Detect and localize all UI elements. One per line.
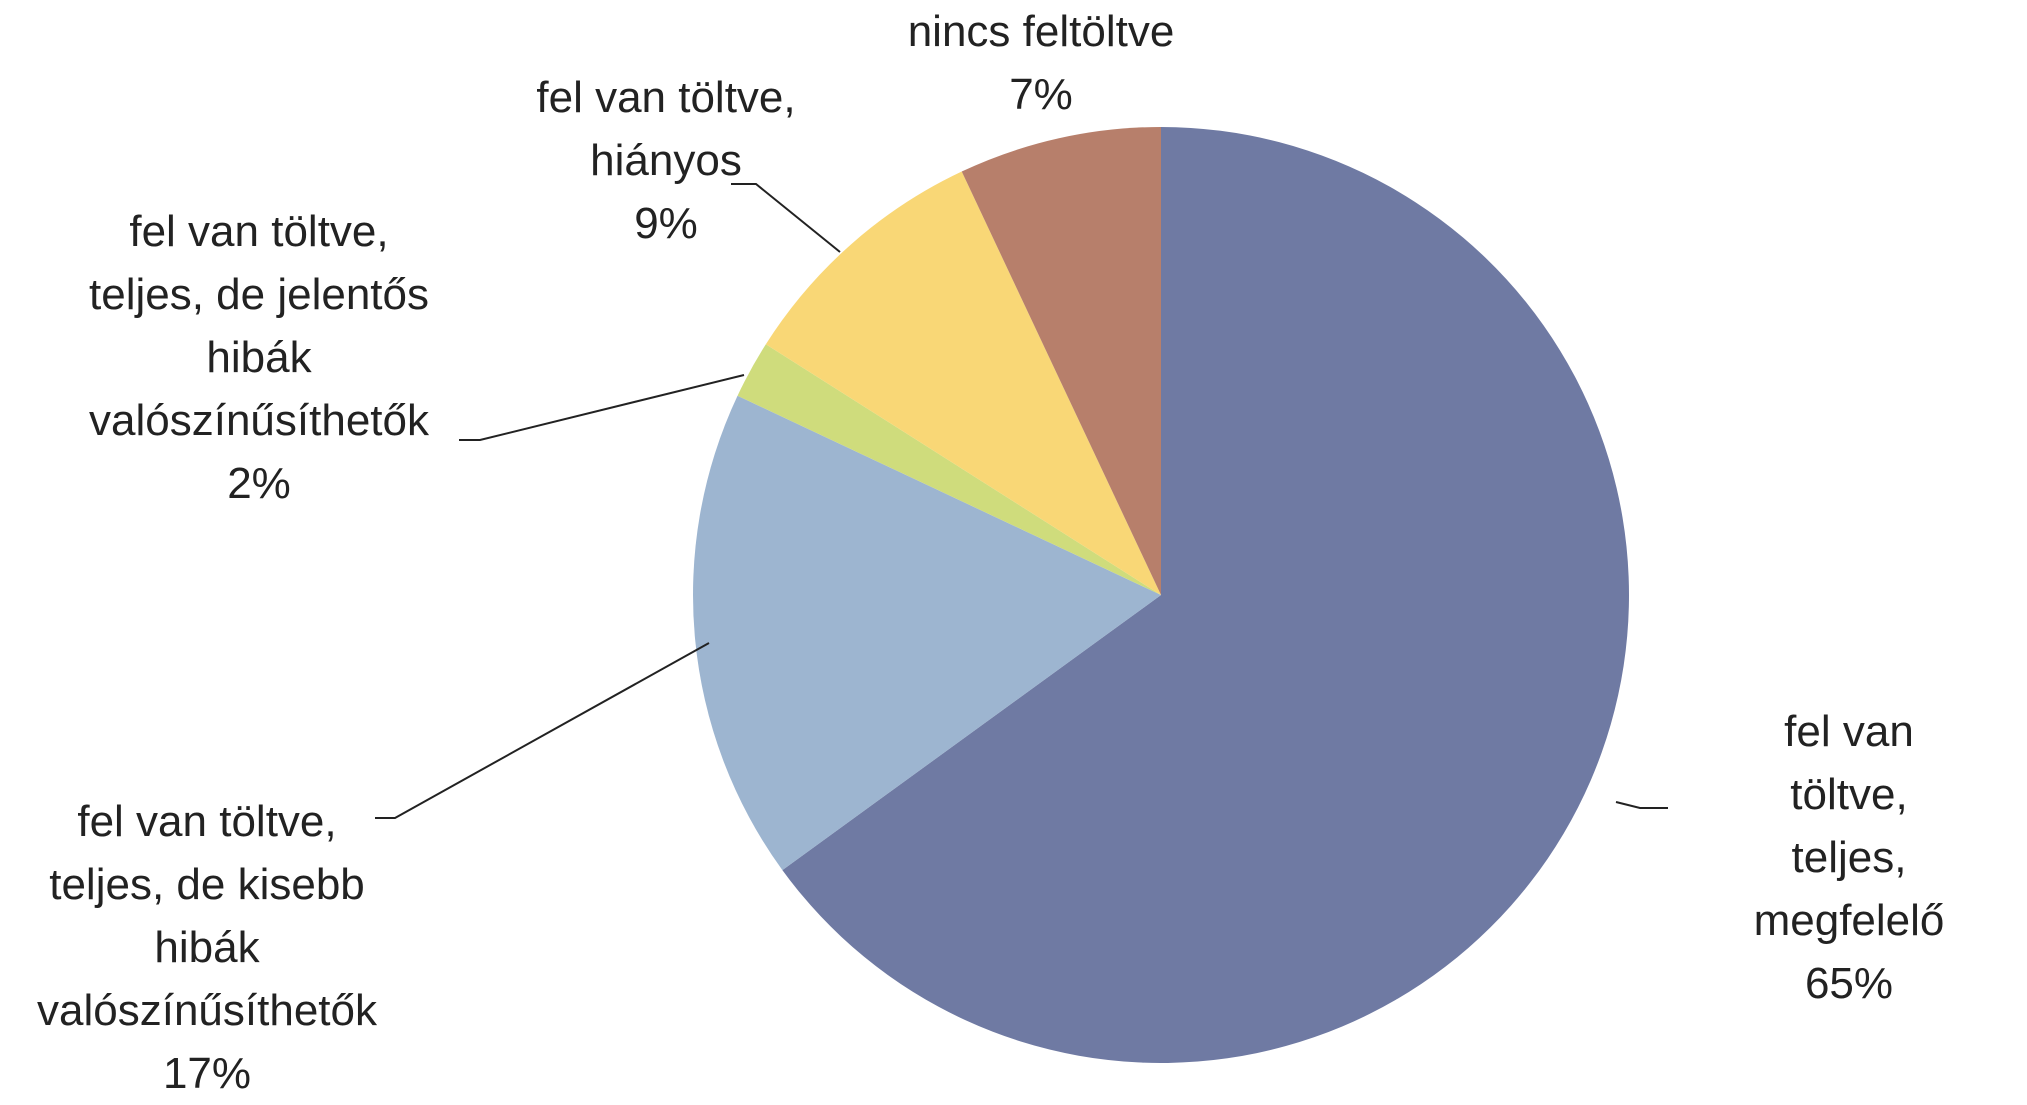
slice — [693, 395, 1161, 871]
category-label: fel van töltve, teljes, de kisebb hibák … — [37, 797, 377, 1035]
slice-label: fel van töltve, teljes, de jelentős hibá… — [89, 200, 429, 515]
slice — [961, 127, 1161, 595]
leader-line — [731, 183, 841, 253]
value-label: 7% — [1009, 70, 1073, 119]
value-label: 17% — [162, 1049, 252, 1098]
leader-line — [375, 642, 710, 819]
category-label: fel van töltve, hiányos — [536, 73, 796, 185]
slice — [765, 171, 1161, 595]
slice — [737, 344, 1161, 595]
value-label: 9% — [634, 199, 698, 248]
slice-label: nincs feltöltve 7% — [908, 0, 1175, 126]
slice-label: fel van töltve, teljes, de kisebb hibák … — [37, 790, 377, 1105]
category-label: fel van töltve, teljes, de jelentős hibá… — [89, 207, 429, 445]
category-label: fel van töltve, teljes, megfelelő — [1753, 707, 1945, 945]
slice — [782, 127, 1630, 1063]
value-label: 65% — [1804, 959, 1894, 1008]
slices — [693, 127, 1630, 1063]
slice-label: fel van töltve, hiányos 9% — [536, 66, 795, 255]
value-label: 2% — [227, 459, 291, 508]
leader-line — [1615, 801, 1668, 809]
slice-label: fel van töltve, teljes, megfelelő 65% — [1754, 700, 1945, 1015]
category-label: nincs feltöltve — [907, 7, 1175, 56]
leader-line — [459, 374, 745, 441]
